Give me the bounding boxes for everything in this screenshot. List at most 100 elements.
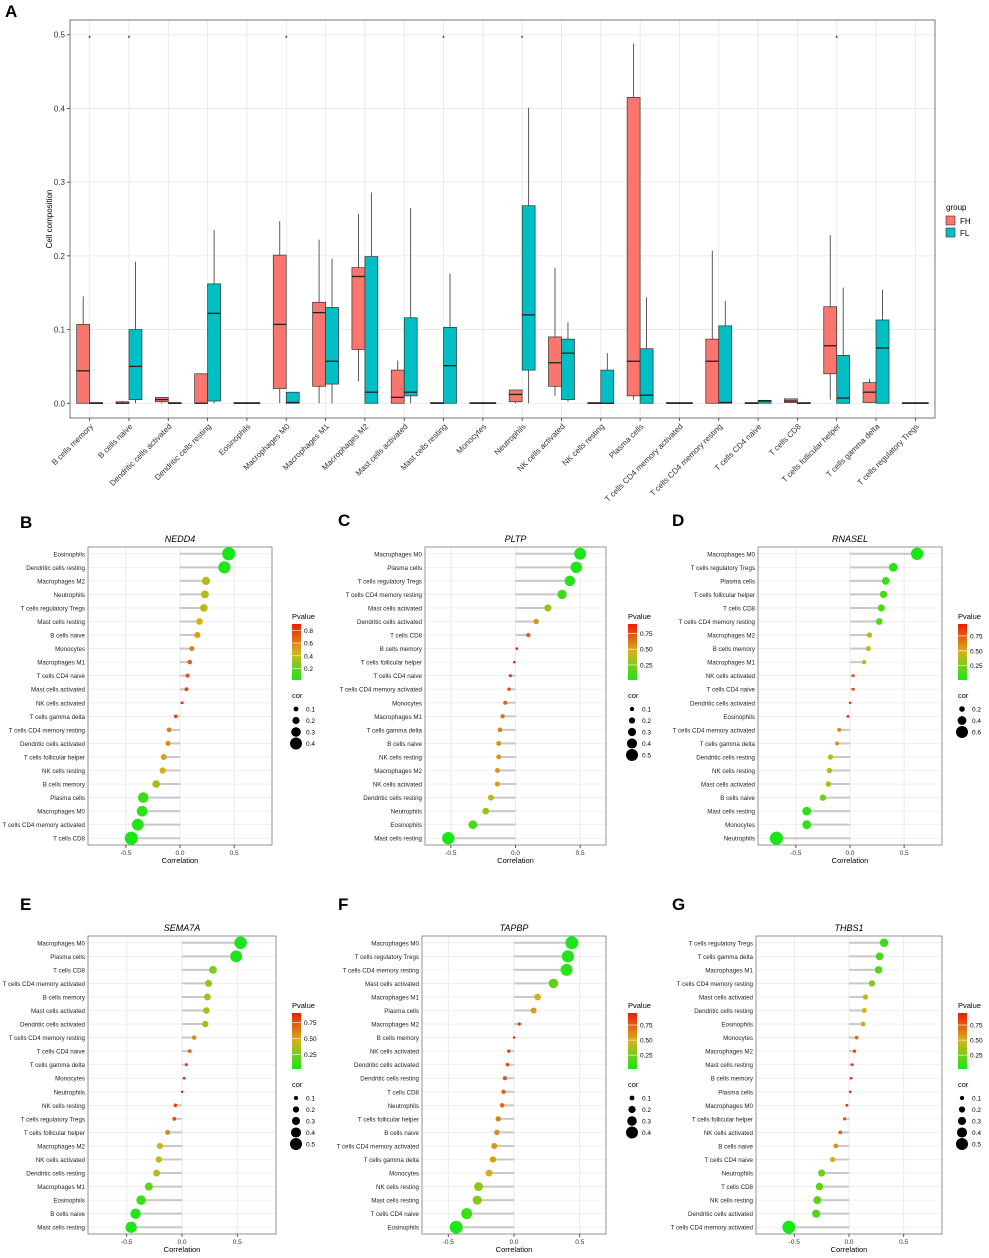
cor-legend-label: 0.3	[972, 1119, 981, 1126]
category-label: T cells follicular helper	[361, 660, 422, 667]
significance-mark: *	[128, 36, 131, 43]
category-label: Macrophages M2	[37, 1143, 85, 1150]
category-label: T cells gamma delta	[700, 741, 756, 748]
category-label: B cells naive	[50, 633, 85, 640]
pvalue-gradient	[292, 624, 301, 680]
point	[199, 604, 208, 612]
category-label: Neutrophils	[54, 592, 85, 599]
cor-legend-label: 0.3	[642, 730, 651, 737]
category-label: Eosinophils	[53, 1198, 85, 1205]
x-axis-label: Correlation	[497, 856, 534, 865]
point	[502, 1076, 507, 1081]
category-label: B cells memory	[43, 994, 86, 1001]
point	[834, 741, 840, 746]
point	[561, 950, 575, 963]
cor-legend-dot	[290, 737, 302, 750]
category-label: Plasma cells	[384, 1008, 419, 1015]
category-label: Dendritic cells resting	[26, 565, 85, 572]
cor-legend-dot	[293, 706, 299, 712]
pvalue-legend-title: Pvalue	[292, 1001, 315, 1010]
point	[442, 832, 455, 845]
category-label: T cells follicular helper	[692, 1116, 753, 1123]
cor-legend-title: cor	[292, 691, 303, 700]
category-label: Neutrophils	[54, 1089, 85, 1096]
box-FH	[272, 254, 287, 389]
box-FL	[600, 369, 615, 404]
point	[501, 1089, 506, 1094]
point	[849, 1076, 853, 1080]
cor-legend-dot	[956, 726, 968, 738]
category-label: T cells CD8	[390, 633, 422, 640]
category-label: T cells CD4 memory resting	[9, 1035, 86, 1042]
point	[153, 1169, 160, 1177]
point	[533, 618, 539, 625]
gene-title: TAPBP	[500, 923, 529, 933]
point	[829, 1156, 836, 1163]
category-label: NK cells resting	[376, 1184, 420, 1191]
point	[812, 1209, 821, 1218]
cor-legend-dot	[956, 1138, 968, 1150]
x-tick-label: Monocytes	[455, 422, 489, 456]
category-label: T cells gamma delta	[30, 1062, 86, 1069]
point	[530, 1007, 537, 1014]
point	[802, 820, 812, 830]
y-tick-label: 0.1	[54, 326, 66, 335]
cor-legend-dot	[959, 1095, 965, 1101]
x-tick-label: T cells CD4 memory activated	[603, 422, 685, 504]
category-label: T cells CD4 memory activated	[671, 1225, 754, 1232]
category-label: T cells CD4 naive	[707, 687, 756, 694]
point	[182, 1076, 186, 1080]
point	[851, 674, 855, 678]
legend-swatch-FH	[945, 215, 956, 226]
category-label: Macrophages M2	[705, 1049, 753, 1056]
point	[185, 673, 190, 678]
category-label: Neutrophils	[722, 1171, 753, 1178]
cor-legend-label: 0.1	[306, 707, 315, 714]
point	[234, 936, 247, 950]
point	[196, 618, 203, 625]
pvalue-gradient	[958, 624, 967, 680]
cor-legend-label: 0.2	[306, 1107, 315, 1114]
category-label: Macrophages M0	[371, 940, 419, 947]
x-tick-label: -0.5	[445, 850, 457, 857]
x-tick-label: T cells CD4 memory resting	[648, 422, 724, 498]
cor-legend-dot	[958, 1106, 966, 1113]
point	[526, 632, 531, 638]
pvalue-legend-title: Pvalue	[628, 612, 651, 621]
x-tick-label: Neutrophils	[493, 422, 528, 457]
category-label: T cells regulatory Tregs	[21, 605, 85, 612]
category-label: Mast cells activated	[368, 605, 423, 612]
cor-legend-dot	[627, 1116, 637, 1126]
category-label: Mast cells resting	[707, 809, 755, 816]
panel-label: C	[338, 511, 350, 530]
point	[202, 1020, 209, 1028]
category-label: NK cells resting	[710, 1198, 754, 1205]
cor-legend-label: 0.4	[972, 1130, 981, 1137]
point	[173, 1103, 178, 1108]
point	[482, 807, 490, 815]
cor-legend-label: 0.4	[306, 741, 315, 748]
x-tick-label: Eosinophils	[217, 422, 252, 457]
pvalue-legend-title: Pvalue	[628, 1001, 651, 1010]
y-tick-label: 0.3	[54, 178, 66, 187]
point	[846, 714, 850, 718]
category-label: Eosinophils	[390, 822, 422, 829]
point	[866, 632, 873, 638]
gene-title: PLTP	[505, 534, 527, 544]
category-label: Dendritic cells activated	[357, 619, 423, 626]
category-label: Monocytes	[55, 1076, 85, 1083]
category-label: Dendritic cells activated	[690, 700, 756, 707]
x-axis-label: Correlation	[832, 856, 869, 865]
point	[560, 963, 573, 976]
category-label: Eosinophils	[387, 1225, 419, 1232]
cor-legend-dot	[957, 716, 967, 725]
pvalue-gradient	[958, 1013, 967, 1069]
point	[515, 647, 519, 650]
legend-title: group	[946, 203, 967, 212]
pvalue-gradient	[628, 1013, 637, 1069]
category-label: Macrophages M1	[371, 994, 419, 1001]
point	[815, 1182, 824, 1191]
category-label: Mast cells resting	[705, 1062, 753, 1069]
category-label: Monocytes	[55, 646, 85, 653]
point	[189, 646, 195, 652]
